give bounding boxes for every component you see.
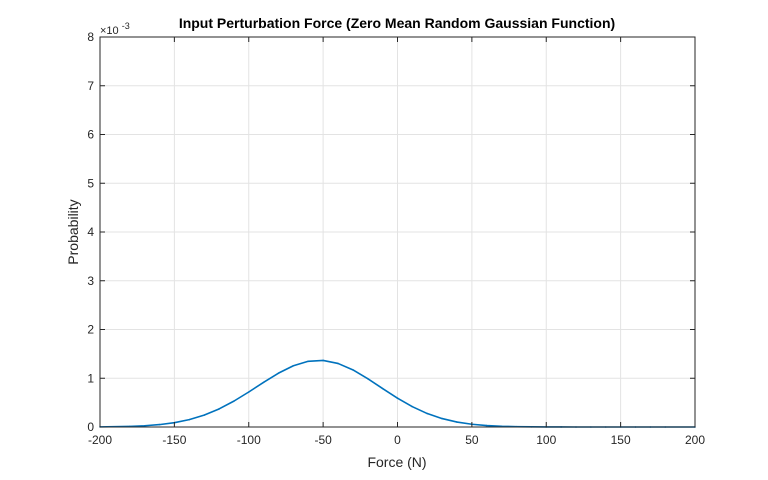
- x-tick-label: 50: [465, 433, 479, 447]
- data-point: [247, 391, 250, 393]
- data-point: [188, 418, 191, 421]
- x-tick-label: -150: [162, 433, 186, 447]
- y-tick-label: 1: [87, 371, 94, 385]
- x-tick-label: 0: [394, 433, 401, 447]
- data-point: [441, 417, 443, 420]
- data-point: [143, 424, 146, 427]
- x-tick-label: 200: [685, 433, 705, 447]
- data-point: [262, 381, 265, 384]
- x-tick-label: -100: [237, 433, 261, 447]
- data-point: [203, 414, 205, 416]
- data-point: [307, 360, 310, 363]
- y-tick-label: 6: [87, 128, 94, 142]
- data-point: [337, 362, 339, 365]
- data-point: [411, 405, 414, 408]
- data-point: [292, 364, 295, 367]
- x-tick-label: -200: [88, 433, 112, 447]
- data-point: [352, 369, 354, 371]
- y-tick-label: 8: [87, 30, 94, 44]
- y-exponent-label: ×10 -3: [100, 21, 130, 37]
- data-point: [381, 387, 384, 390]
- y-tick-label: 0: [87, 420, 94, 434]
- data-point: [158, 423, 161, 426]
- data-point: [366, 377, 369, 380]
- data-point: [233, 400, 235, 402]
- y-tick-label: 2: [87, 323, 94, 337]
- y-tick-label: 4: [87, 225, 94, 239]
- y-tick-label: 3: [87, 274, 94, 288]
- ticks: [99, 36, 696, 428]
- chart-title: Input Perturbation Force (Zero Mean Rand…: [179, 15, 615, 31]
- y-tick-label: 7: [87, 79, 94, 93]
- x-axis-label: Force (N): [367, 454, 426, 470]
- y-exponent-power: -3: [122, 21, 130, 31]
- data-point: [277, 372, 280, 374]
- x-tick-label: 150: [611, 433, 631, 447]
- data-point: [485, 424, 488, 427]
- data-point: [456, 421, 458, 423]
- data-point: [218, 408, 220, 410]
- y-tick-label: 5: [87, 176, 94, 190]
- y-axis-label: Probability: [65, 199, 81, 264]
- data-point: [322, 359, 324, 362]
- data-point: [426, 412, 429, 415]
- data-point: [396, 397, 399, 400]
- y-exponent-base: ×10: [100, 25, 119, 37]
- grid: [99, 36, 696, 428]
- tick-labels: -200 -150 -100 -50 0 50 100 150 200 0 1 2 3 4 5 6 7 8: [87, 30, 705, 447]
- x-tick-label: -50: [314, 433, 332, 447]
- x-tick-label: 100: [536, 433, 556, 447]
